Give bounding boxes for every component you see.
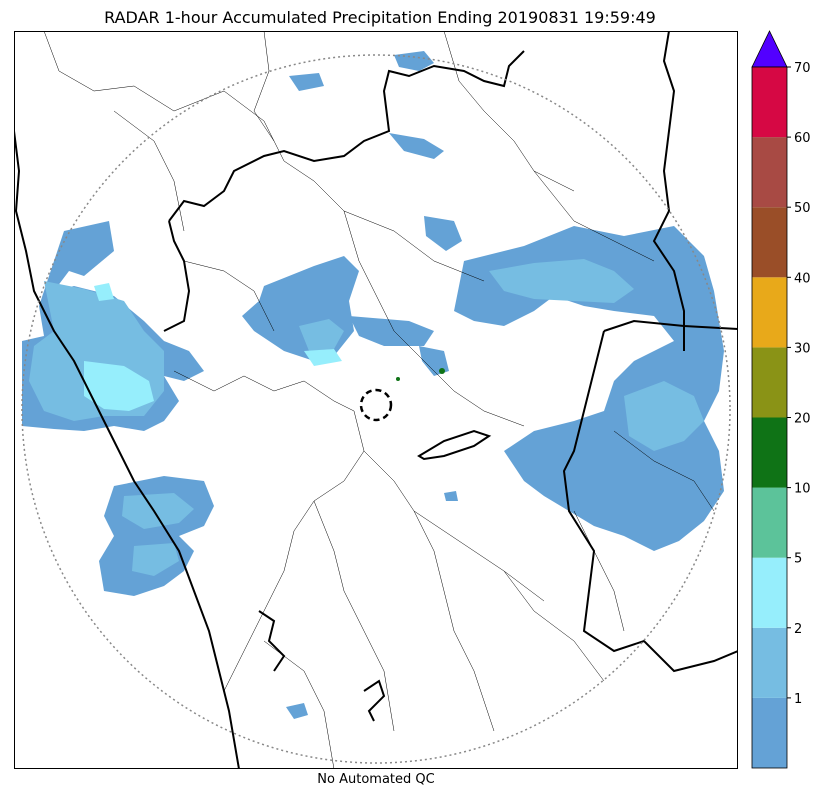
precip-area-west-3	[84, 361, 154, 411]
precip-area-southwest-3	[132, 543, 179, 576]
colorbar-bin	[752, 347, 787, 418]
precip-area-west-4	[94, 283, 114, 301]
precip-area-east	[454, 226, 724, 551]
colorbar-tick-label: 40	[794, 271, 811, 286]
district-boundaries	[43, 31, 715, 769]
radar-site-marker	[359, 388, 393, 422]
colorbar-tick-label: 70	[794, 61, 811, 76]
precip-area-south-2	[444, 491, 458, 501]
state-border-north	[168, 50, 525, 222]
precip-cell-green-2	[396, 377, 400, 381]
colorbar-bin	[752, 417, 787, 488]
precip-area-southwest-2	[122, 493, 194, 529]
coastline	[14, 130, 240, 769]
radar-map	[14, 31, 738, 769]
precip-area-south-1	[286, 703, 308, 719]
precip-area-east-3	[624, 381, 704, 451]
precip-area-central-2	[299, 319, 344, 351]
qc-footer: No Automated QC	[317, 772, 435, 787]
map-title: RADAR 1-hour Accumulated Precipitation E…	[104, 8, 656, 27]
colorbar-tick-label: 60	[794, 131, 811, 146]
colorbar-tick-label: 30	[794, 341, 811, 356]
precip-area-east-2	[489, 259, 634, 303]
state-border-south-pocket	[258, 610, 286, 672]
colorbar-tick-label: 10	[794, 482, 811, 497]
colorbar-bin	[752, 137, 787, 208]
colorbar-tick-label: 2	[794, 622, 802, 637]
state-border-east-2	[603, 319, 738, 332]
state-border-enclave	[417, 429, 492, 461]
state-border-west	[163, 220, 191, 332]
colorbar-bin	[752, 697, 787, 768]
colorbar-tick-label: 50	[794, 201, 811, 216]
colorbar-bin	[752, 277, 787, 348]
precip-area-north-4	[424, 216, 462, 251]
state-border-east	[652, 31, 685, 351]
colorbar-bin	[752, 487, 787, 558]
colorbar-tick-label: 1	[794, 692, 802, 707]
state-boundaries	[14, 31, 738, 769]
colorbar-bin	[752, 67, 787, 138]
precip-cell-green-1	[439, 368, 445, 374]
precip-area-north-2	[289, 73, 324, 91]
colorbar-bin	[752, 207, 787, 278]
colorbar: 1 2 5 10 20 30 40 50 60 70	[751, 30, 811, 769]
precip-area-central-3	[349, 316, 434, 346]
precipitation-layer	[22, 51, 724, 719]
state-border-south	[562, 330, 738, 673]
precip-area-north-3	[389, 133, 444, 159]
colorbar-tick-label: 20	[794, 412, 811, 427]
precip-area-central-5	[304, 349, 342, 366]
colorbar-tick-label: 5	[794, 552, 802, 567]
colorbar-bin	[752, 627, 787, 698]
colorbar-overflow-arrow	[751, 30, 788, 68]
radar-range-ring	[21, 54, 731, 764]
state-border-south-pocket-2	[363, 679, 386, 722]
colorbar-bin	[752, 557, 787, 628]
